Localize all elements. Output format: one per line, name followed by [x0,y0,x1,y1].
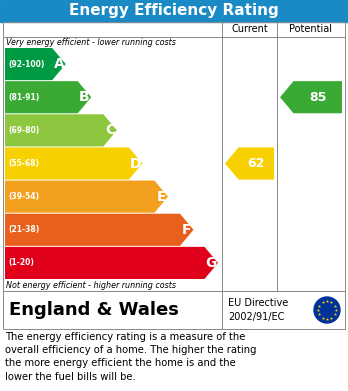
Bar [3,22,345,291]
Polygon shape [5,147,142,179]
Bar [3,291,345,329]
Text: B: B [79,90,90,104]
Text: Not energy efficient - higher running costs: Not energy efficient - higher running co… [6,281,176,290]
Text: E: E [157,190,166,204]
Polygon shape [280,81,342,113]
Polygon shape [5,214,193,246]
Text: (81-91): (81-91) [8,93,39,102]
Text: Potential: Potential [290,25,332,34]
Polygon shape [225,147,274,179]
Text: C: C [105,123,115,137]
Text: The energy efficiency rating is a measure of the
overall efficiency of a home. T: The energy efficiency rating is a measur… [5,332,256,382]
Polygon shape [5,81,91,113]
Text: (55-68): (55-68) [8,159,39,168]
Text: (69-80): (69-80) [8,126,39,135]
Text: D: D [130,156,141,170]
Polygon shape [5,114,117,146]
Text: Current: Current [231,25,268,34]
Text: (21-38): (21-38) [8,225,39,234]
Text: Energy Efficiency Rating: Energy Efficiency Rating [69,4,279,18]
Text: (39-54): (39-54) [8,192,39,201]
Bar [0,0,348,22]
Text: (92-100): (92-100) [8,59,45,68]
Text: 62: 62 [247,157,265,170]
Text: England & Wales: England & Wales [9,301,179,319]
Text: G: G [206,256,217,270]
Polygon shape [5,48,66,80]
Text: (1-20): (1-20) [8,258,34,267]
Text: EU Directive
2002/91/EC: EU Directive 2002/91/EC [228,298,288,322]
Polygon shape [5,247,218,279]
Polygon shape [5,181,168,213]
Text: F: F [182,223,191,237]
Text: Very energy efficient - lower running costs: Very energy efficient - lower running co… [6,38,176,47]
Circle shape [314,297,340,323]
Text: 85: 85 [309,91,326,104]
Text: A: A [54,57,64,71]
